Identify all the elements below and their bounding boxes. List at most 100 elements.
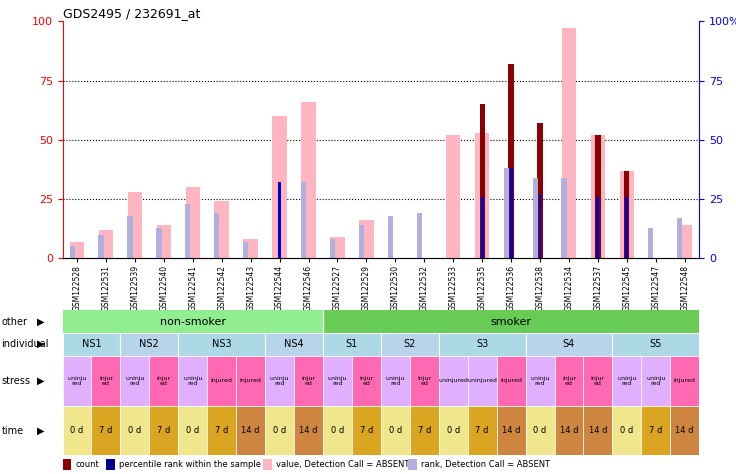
Bar — [323, 310, 699, 333]
Text: 0 d: 0 d — [534, 426, 547, 435]
Text: injur
ed: injur ed — [591, 376, 605, 386]
Text: 14 d: 14 d — [300, 426, 318, 435]
Text: uninjured: uninjured — [438, 378, 468, 383]
Bar — [301, 182, 306, 258]
Bar — [127, 216, 132, 258]
Bar — [678, 225, 692, 258]
Bar — [208, 406, 236, 455]
Bar — [503, 168, 509, 258]
Bar — [670, 406, 699, 455]
Text: other: other — [1, 317, 27, 327]
Text: 7 d: 7 d — [215, 426, 228, 435]
Text: uninju
red: uninju red — [270, 376, 289, 386]
Text: NS4: NS4 — [284, 339, 304, 349]
Bar — [481, 197, 484, 258]
Text: smoker: smoker — [491, 317, 531, 327]
Text: 7 d: 7 d — [649, 426, 662, 435]
Bar — [214, 201, 229, 258]
Bar — [70, 242, 84, 258]
Bar — [157, 225, 171, 258]
Text: 7 d: 7 d — [417, 426, 431, 435]
Bar — [509, 64, 514, 258]
Text: count: count — [75, 460, 99, 469]
Text: percentile rank within the sample: percentile rank within the sample — [119, 460, 261, 469]
Text: uninju
red: uninju red — [67, 376, 87, 386]
Text: uninju
red: uninju red — [183, 376, 202, 386]
Bar — [330, 237, 344, 258]
Text: ▶: ▶ — [37, 317, 44, 327]
Bar — [99, 230, 113, 258]
Text: NS2: NS2 — [140, 339, 159, 349]
Text: individual: individual — [1, 339, 49, 349]
Bar — [178, 356, 208, 406]
Text: value, Detection Call = ABSENT: value, Detection Call = ABSENT — [276, 460, 409, 469]
Bar — [480, 104, 485, 258]
Text: 14 d: 14 d — [241, 426, 260, 435]
Bar — [526, 333, 612, 356]
Text: stress: stress — [1, 376, 30, 386]
Bar — [526, 356, 554, 406]
Bar — [323, 333, 381, 356]
Bar — [446, 135, 461, 258]
Text: time: time — [1, 426, 24, 436]
Bar — [509, 168, 512, 258]
Bar — [149, 406, 178, 455]
Bar — [63, 310, 323, 333]
Bar — [554, 356, 584, 406]
Bar — [562, 28, 576, 258]
Bar — [584, 406, 612, 455]
Text: 0 d: 0 d — [128, 426, 141, 435]
Bar — [149, 356, 178, 406]
Text: non-smoker: non-smoker — [160, 317, 226, 327]
Text: S1: S1 — [346, 339, 358, 349]
Text: ▶: ▶ — [37, 376, 44, 386]
Bar — [352, 356, 381, 406]
Bar — [537, 123, 542, 258]
Bar — [69, 246, 75, 258]
Text: uninju
red: uninju red — [531, 376, 550, 386]
Text: uninjured: uninjured — [467, 378, 497, 383]
Bar — [236, 406, 265, 455]
Bar — [596, 197, 599, 258]
Bar — [554, 406, 584, 455]
Bar — [127, 192, 142, 258]
Bar — [359, 220, 374, 258]
Bar — [497, 356, 526, 406]
Text: 0 d: 0 d — [620, 426, 634, 435]
Bar — [439, 406, 467, 455]
Bar — [584, 356, 612, 406]
Bar — [410, 356, 439, 406]
Bar — [359, 225, 364, 258]
Bar — [562, 178, 567, 258]
Bar — [641, 406, 670, 455]
Bar — [265, 406, 294, 455]
Bar — [677, 218, 682, 258]
Text: S2: S2 — [403, 339, 416, 349]
Bar — [352, 406, 381, 455]
Bar — [591, 135, 605, 258]
Text: 0 d: 0 d — [273, 426, 286, 435]
Text: 14 d: 14 d — [502, 426, 520, 435]
Bar — [467, 406, 497, 455]
Bar — [417, 213, 422, 258]
Text: 0 d: 0 d — [447, 426, 460, 435]
Bar — [91, 356, 121, 406]
Text: ▶: ▶ — [37, 426, 44, 436]
Bar — [301, 102, 316, 258]
Text: injured: injured — [500, 378, 522, 383]
Text: 0 d: 0 d — [71, 426, 84, 435]
Bar — [624, 171, 629, 258]
Bar — [475, 133, 489, 258]
Bar — [178, 333, 265, 356]
Bar — [185, 204, 191, 258]
Bar — [265, 356, 294, 406]
Text: 0 d: 0 d — [389, 426, 402, 435]
Text: injured: injured — [673, 378, 696, 383]
Bar — [381, 333, 439, 356]
Bar — [244, 239, 258, 258]
Bar — [272, 116, 287, 258]
Text: ▶: ▶ — [37, 339, 44, 349]
Text: injur
ed: injur ed — [562, 376, 576, 386]
Bar — [612, 333, 699, 356]
Bar — [388, 216, 393, 258]
